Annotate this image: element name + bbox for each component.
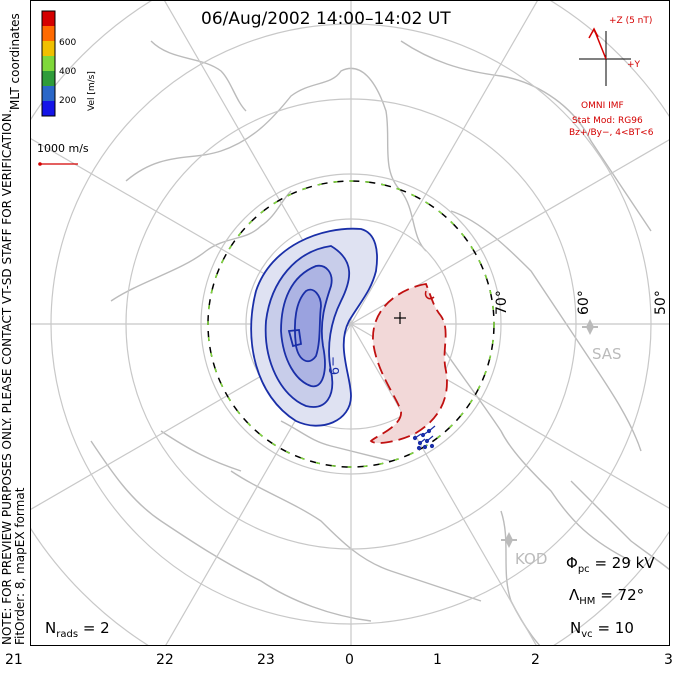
imf-model: Stat Mod: RG96: [572, 116, 643, 126]
preview-note: NOTE: FOR PREVIEW PURPOSES ONLY. PLEASE …: [0, 109, 14, 645]
vector-scale-label: 1000 m/s: [37, 142, 89, 155]
vector-scale-origin: [38, 162, 42, 166]
mlt-tick-1: 1: [433, 652, 442, 668]
hm-boundary-green: [207, 180, 495, 468]
negative-potential-cell: [250, 227, 378, 427]
convection-map: −9 SAS KOD: [31, 1, 669, 645]
station-kod-marker: [501, 532, 517, 548]
lambda-hm-stat: ΛHM = 72°: [569, 586, 645, 607]
mlt-tick-0: 0: [345, 652, 354, 668]
lat-label-70: 70°: [494, 290, 510, 315]
mlt-tick-23: 23: [257, 652, 275, 668]
lat-label-50: 50°: [653, 290, 669, 315]
station-sas-marker: [582, 319, 598, 335]
imf-y-label: +Y: [627, 60, 641, 70]
colorbar-tick-600: 600: [59, 38, 76, 48]
n-vc-stat: Nvc = 10: [570, 619, 634, 640]
imf-source: OMNI IMF: [581, 101, 624, 111]
station-kod-label: KOD: [515, 550, 547, 568]
lat-label-60: 60°: [576, 290, 592, 315]
potential-max-cross: [394, 312, 406, 324]
station-sas-label: SAS: [592, 345, 622, 363]
mlt-tick-22: 22: [156, 652, 174, 668]
coordinates-label: MLT coordinates: [8, 13, 22, 110]
colorbar-tick-200: 200: [59, 96, 76, 106]
velocity-vectors: [412, 425, 436, 451]
coastlines: [90, 40, 669, 645]
mlt-tick-21: 21: [5, 652, 23, 668]
imf-condition: Bz+/By−, 4<BT<6: [569, 128, 654, 138]
imf-z-label: +Z (5 nT): [609, 16, 652, 26]
fit-order-note: FitOrder: 8, mapEX format: [13, 487, 27, 645]
n-rads-stat: Nrads = 2: [45, 619, 110, 640]
convection-map-frame: −9 SAS KOD: [30, 0, 670, 646]
contour-label: −9: [325, 356, 340, 375]
positive-cell-arc: [424, 290, 435, 300]
mlt-grid: [31, 1, 669, 645]
map-title: 06/Aug/2002 14:00–14:02 UT: [201, 9, 451, 29]
mlt-tick-3: 3: [664, 652, 673, 668]
phi-pc-stat: Φpc = 29 kV: [566, 554, 655, 575]
positive-potential-cell: [369, 283, 448, 444]
colorbar-title: Vel [m/s]: [87, 71, 97, 111]
colorbar-tick-400: 400: [59, 67, 76, 77]
imf-vector: [588, 27, 607, 60]
velocity-colorbar: [41, 10, 56, 117]
mlt-tick-2: 2: [531, 652, 540, 668]
